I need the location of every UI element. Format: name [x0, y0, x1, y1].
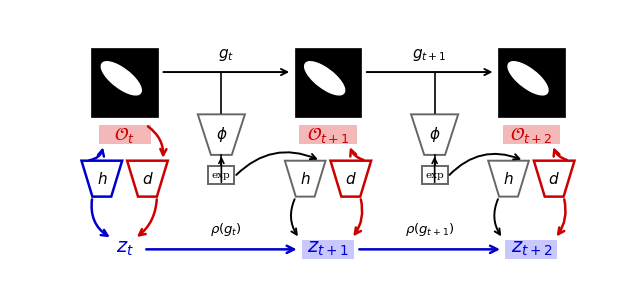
FancyArrowPatch shape [89, 150, 104, 160]
Text: $\rho(g_{t+1})$: $\rho(g_{t+1})$ [405, 221, 454, 238]
Polygon shape [330, 161, 371, 197]
FancyBboxPatch shape [99, 125, 150, 144]
Text: $z_t$: $z_t$ [116, 240, 134, 259]
Text: $\rho(g_t)$: $\rho(g_t)$ [211, 221, 243, 238]
Text: $g_{t+1}$: $g_{t+1}$ [412, 47, 447, 63]
FancyArrowPatch shape [355, 199, 362, 234]
Ellipse shape [508, 62, 548, 95]
FancyBboxPatch shape [422, 166, 447, 184]
FancyArrowPatch shape [92, 199, 108, 236]
Bar [498, 48, 565, 117]
FancyArrowPatch shape [219, 158, 224, 182]
FancyArrowPatch shape [148, 126, 166, 155]
Text: $h$: $h$ [503, 171, 514, 187]
FancyArrowPatch shape [163, 69, 287, 75]
FancyArrowPatch shape [359, 246, 497, 253]
Text: $\mathcal{O}_{t+2}$: $\mathcal{O}_{t+2}$ [510, 125, 553, 144]
FancyArrowPatch shape [432, 158, 437, 182]
FancyArrowPatch shape [367, 69, 490, 75]
FancyArrowPatch shape [350, 150, 364, 160]
Text: $g_t$: $g_t$ [218, 47, 234, 63]
Polygon shape [488, 161, 529, 197]
FancyArrowPatch shape [449, 154, 519, 175]
Text: $d$: $d$ [141, 171, 154, 187]
Ellipse shape [101, 62, 141, 95]
Text: $z_{t+1}$: $z_{t+1}$ [307, 240, 349, 259]
FancyBboxPatch shape [302, 240, 354, 259]
Polygon shape [285, 161, 326, 197]
FancyBboxPatch shape [506, 240, 557, 259]
Polygon shape [198, 114, 245, 155]
FancyArrowPatch shape [494, 199, 500, 234]
FancyArrowPatch shape [236, 152, 316, 175]
Text: $h$: $h$ [97, 171, 107, 187]
Text: $z_{t+2}$: $z_{t+2}$ [511, 240, 552, 259]
Polygon shape [411, 114, 458, 155]
FancyArrowPatch shape [558, 199, 566, 234]
Text: $d$: $d$ [345, 171, 356, 187]
Polygon shape [534, 161, 575, 197]
FancyArrowPatch shape [147, 246, 294, 253]
Text: $\phi$: $\phi$ [429, 125, 440, 144]
FancyArrowPatch shape [291, 199, 297, 234]
FancyBboxPatch shape [503, 125, 560, 144]
Bar [294, 48, 362, 117]
Text: $d$: $d$ [548, 171, 560, 187]
Polygon shape [81, 161, 122, 197]
Text: exp: exp [425, 171, 444, 180]
FancyArrowPatch shape [554, 150, 567, 160]
Polygon shape [127, 161, 168, 197]
Text: $\phi$: $\phi$ [216, 125, 227, 144]
Bar [91, 48, 158, 117]
FancyBboxPatch shape [300, 125, 356, 144]
FancyBboxPatch shape [209, 166, 234, 184]
Text: $\mathcal{O}_t$: $\mathcal{O}_t$ [115, 125, 135, 144]
Text: exp: exp [212, 171, 231, 180]
Text: $\mathcal{O}_{t+1}$: $\mathcal{O}_{t+1}$ [307, 125, 349, 144]
Text: $h$: $h$ [300, 171, 310, 187]
FancyArrowPatch shape [139, 199, 157, 235]
Ellipse shape [305, 62, 345, 95]
